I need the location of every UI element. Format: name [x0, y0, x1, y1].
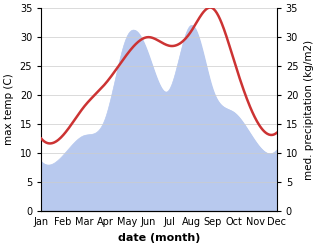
Y-axis label: max temp (C): max temp (C) — [4, 74, 14, 145]
Y-axis label: med. precipitation (kg/m2): med. precipitation (kg/m2) — [304, 40, 314, 180]
X-axis label: date (month): date (month) — [118, 233, 200, 243]
